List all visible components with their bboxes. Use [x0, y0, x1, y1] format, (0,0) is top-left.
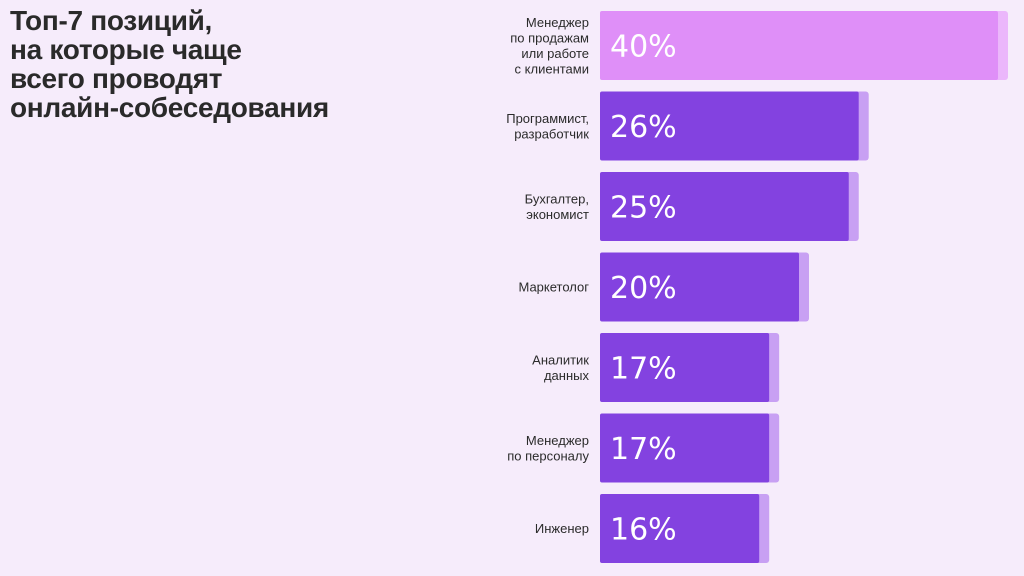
bar [600, 91, 859, 161]
bar-group: 20% Маркетолог [518, 252, 809, 322]
bar-value-label: 26% [610, 110, 677, 145]
bar [600, 494, 760, 563]
bar [600, 333, 770, 402]
bar-value-label: 20% [610, 271, 677, 306]
category-label: Менеджер по продажам или работе с клиентами [510, 15, 589, 77]
bar-group: 25% Бухгалтер, экономист [525, 172, 859, 241]
bar-value-label: 17% [610, 432, 677, 467]
bar-group: 40% Менеджер по продажам или работе с клиент… [510, 11, 1008, 80]
bar-value-label: 16% [610, 513, 677, 548]
bar-group: 16% Инженер [535, 494, 770, 563]
category-label: Маркетолог [518, 280, 589, 295]
bar [600, 11, 998, 80]
bar [600, 172, 849, 241]
bar [600, 252, 799, 322]
bar-group: 26% Программист, разработчик [506, 91, 869, 161]
chart-title: Топ-7 позиций, на которые чаще всего про… [10, 5, 329, 123]
category-label: Бухгалтер, экономист [525, 191, 589, 222]
bar-group: 17% Аналитик данных [532, 333, 780, 402]
category-label: Инженер [535, 521, 589, 536]
bar-value-label: 25% [610, 191, 677, 226]
bar [600, 413, 770, 483]
category-label: Программист, разработчик [506, 111, 589, 142]
bar-value-label: 40% [610, 30, 677, 65]
category-label: Аналитик данных [532, 352, 589, 383]
bar-value-label: 17% [610, 352, 677, 387]
category-label: Менеджер по персоналу [507, 433, 589, 464]
bar-group: 17% Менеджер по персоналу [507, 413, 780, 483]
